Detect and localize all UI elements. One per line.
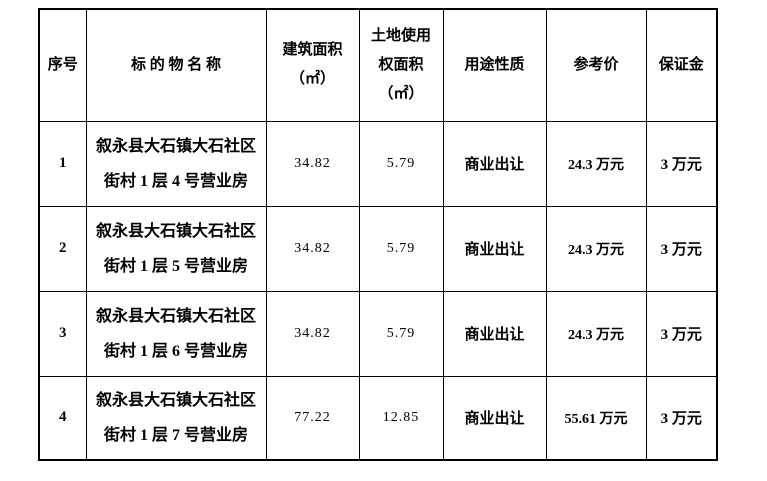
item-name-line1: 叙永县大石镇大石社区 — [95, 391, 256, 409]
item-name-line2: 街村 1 层 4 号营业房 — [103, 172, 248, 190]
cell-item-name: 叙永县大石镇大石社区 街村 1 层 5 号营业房 — [85, 205, 267, 292]
header-land-area-line3: （㎡） — [378, 85, 424, 102]
table-row: 3 叙永县大石镇大石社区 街村 1 层 6 号营业房 34.82 5.79 商业… — [38, 290, 718, 377]
header-price-label: 参考价 — [573, 56, 619, 73]
cell-serial: 4 — [38, 375, 87, 461]
header-building-area-line2: （㎡） — [289, 71, 335, 88]
cell-land-area: 5.79 — [358, 120, 444, 207]
cell-deposit: 3 万元 — [645, 120, 718, 207]
cell-usage: 商业出让 — [442, 290, 547, 377]
cell-building-area: 34.82 — [265, 290, 360, 377]
cell-usage: 商业出让 — [442, 120, 547, 207]
cell-deposit: 3 万元 — [645, 205, 718, 292]
header-usage: 用途性质 — [442, 8, 547, 122]
header-serial-label: 序号 — [47, 56, 78, 73]
header-item-name: 标 的 物 名 称 — [85, 8, 267, 122]
header-land-area-line2: 权面积 — [378, 56, 424, 73]
cell-serial: 1 — [38, 120, 87, 207]
header-deposit: 保证金 — [645, 8, 718, 122]
item-name-line2: 街村 1 层 7 号营业房 — [103, 426, 248, 444]
cell-usage: 商业出让 — [442, 375, 547, 461]
header-land-area: 土地使用 权面积 （㎡） — [358, 8, 444, 122]
cell-price: 24.3 万元 — [545, 205, 647, 292]
item-name-line2: 街村 1 层 6 号营业房 — [103, 342, 248, 360]
cell-land-area: 12.85 — [358, 375, 444, 461]
header-deposit-label: 保证金 — [658, 56, 704, 73]
header-building-area-line1: 建筑面积 — [282, 42, 343, 59]
cell-usage: 商业出让 — [442, 205, 547, 292]
item-name-line1: 叙永县大石镇大石社区 — [95, 307, 256, 325]
table-row: 4 叙永县大石镇大石社区 街村 1 层 7 号营业房 77.22 12.85 商… — [38, 375, 718, 461]
header-land-area-line1: 土地使用 — [370, 27, 431, 44]
header-building-area: 建筑面积 （㎡） — [265, 8, 360, 122]
cell-price: 24.3 万元 — [545, 290, 647, 377]
header-usage-label: 用途性质 — [464, 56, 525, 73]
table-header-row: 序号 标 的 物 名 称 建筑面积 （㎡） 土地使用 权面积 （㎡） 用途性质 — [38, 8, 718, 122]
cell-item-name: 叙永县大石镇大石社区 街村 1 层 7 号营业房 — [85, 375, 267, 461]
table-row: 2 叙永县大石镇大石社区 街村 1 层 5 号营业房 34.82 5.79 商业… — [38, 205, 718, 292]
header-serial: 序号 — [38, 8, 87, 122]
header-item-name-label: 标 的 物 名 称 — [130, 56, 221, 73]
header-price: 参考价 — [545, 8, 647, 122]
item-name-line2: 街村 1 层 5 号营业房 — [103, 257, 248, 275]
cell-building-area: 34.82 — [265, 120, 360, 207]
cell-building-area: 34.82 — [265, 205, 360, 292]
cell-item-name: 叙永县大石镇大石社区 街村 1 层 4 号营业房 — [85, 120, 267, 207]
cell-serial: 2 — [38, 205, 87, 292]
cell-price: 24.3 万元 — [545, 120, 647, 207]
cell-building-area: 77.22 — [265, 375, 360, 461]
cell-item-name: 叙永县大石镇大石社区 街村 1 层 6 号营业房 — [85, 290, 267, 377]
cell-deposit: 3 万元 — [645, 375, 718, 461]
table-row: 1 叙永县大石镇大石社区 街村 1 层 4 号营业房 34.82 5.79 商业… — [38, 120, 718, 207]
item-name-line1: 叙永县大石镇大石社区 — [95, 137, 256, 155]
auction-items-table: 序号 标 的 物 名 称 建筑面积 （㎡） 土地使用 权面积 （㎡） 用途性质 — [38, 8, 718, 461]
cell-land-area: 5.79 — [358, 205, 444, 292]
cell-deposit: 3 万元 — [645, 290, 718, 377]
cell-price: 55.61 万元 — [545, 375, 647, 461]
cell-serial: 3 — [38, 290, 87, 377]
cell-land-area: 5.79 — [358, 290, 444, 377]
item-name-line1: 叙永县大石镇大石社区 — [95, 222, 256, 240]
